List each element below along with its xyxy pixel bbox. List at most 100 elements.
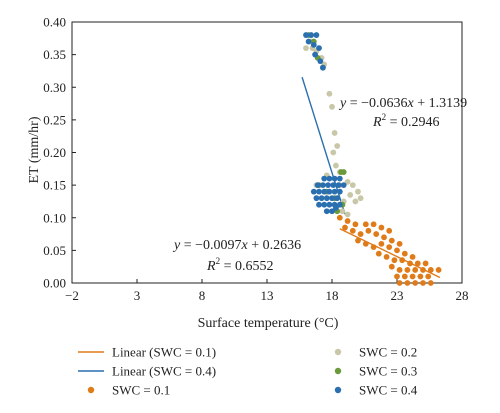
y-tick-label: 0.20 <box>43 145 66 160</box>
legend-label: SWC = 0.2 <box>359 345 417 360</box>
point-swc02 <box>357 195 364 202</box>
point-swc01 <box>355 237 361 244</box>
data-points <box>303 32 442 286</box>
point-swc02 <box>339 208 346 215</box>
point-swc04 <box>334 195 341 202</box>
y-tick-label: 0.40 <box>43 15 66 30</box>
point-swc01 <box>414 260 421 267</box>
point-swc04 <box>310 41 317 48</box>
point-swc04 <box>326 175 333 182</box>
x-axis-label: Surface temperature (°C) <box>198 316 339 331</box>
x-tick-label: 13 <box>261 288 274 303</box>
x-tick-label: 18 <box>326 288 339 303</box>
point-swc04 <box>323 195 330 202</box>
x-tick-label: 8 <box>199 288 206 303</box>
x-tick-label: 23 <box>391 288 404 303</box>
y-tick-label: 0.00 <box>43 276 66 291</box>
point-swc04 <box>303 32 309 38</box>
point-swc01 <box>399 257 406 264</box>
point-swc04 <box>308 32 315 38</box>
point-swc02 <box>326 90 333 97</box>
y-tick-label: 0.30 <box>43 80 66 95</box>
point-swc01 <box>370 244 377 251</box>
point-swc04 <box>330 182 337 189</box>
point-swc02 <box>303 45 309 51</box>
point-swc01 <box>420 280 426 286</box>
y-tick-label: 0.25 <box>43 112 66 127</box>
point-swc04 <box>305 38 312 45</box>
point-swc01 <box>425 273 432 280</box>
point-swc02 <box>333 162 339 169</box>
point-swc04 <box>331 188 338 195</box>
point-swc01 <box>378 240 385 247</box>
point-swc01 <box>396 280 403 286</box>
x-tick-label: 28 <box>456 288 469 303</box>
legend-label: Linear (SWC = 0.4) <box>112 364 216 379</box>
legend-label: Linear (SWC = 0.1) <box>112 345 216 360</box>
point-swc01 <box>427 280 434 286</box>
point-swc04 <box>313 32 320 38</box>
point-swc02 <box>334 143 341 149</box>
point-swc01 <box>404 267 411 273</box>
point-swc01 <box>420 267 426 273</box>
point-swc01 <box>388 263 395 270</box>
x-tick-label: 3 <box>134 288 141 303</box>
point-swc01 <box>407 260 413 267</box>
point-swc01 <box>362 240 369 247</box>
point-swc01 <box>386 244 393 251</box>
point-swc01 <box>422 260 429 267</box>
legend-label: SWC = 0.4 <box>359 383 418 398</box>
point-swc02 <box>344 211 351 218</box>
point-swc04 <box>333 205 339 211</box>
point-swc01 <box>401 273 408 280</box>
point-swc03 <box>340 169 347 175</box>
point-swc04 <box>325 182 331 189</box>
point-swc04 <box>329 208 335 215</box>
y-axis-ticks: 0.00 0.05 0.10 0.15 0.20 0.25 0.30 0.35 0.40 <box>43 15 76 291</box>
legend-swatch-swc04 <box>334 386 342 394</box>
point-swc01 <box>352 221 359 228</box>
point-swc01 <box>357 231 364 237</box>
point-swc04 <box>314 182 321 189</box>
point-swc01 <box>401 250 408 257</box>
point-swc04 <box>317 58 324 65</box>
point-swc01 <box>435 267 442 273</box>
point-swc01 <box>417 273 424 280</box>
y-tick-label: 0.35 <box>43 47 66 62</box>
point-swc02 <box>331 130 338 136</box>
point-swc01 <box>396 267 403 273</box>
point-swc02 <box>329 103 335 110</box>
point-swc04 <box>316 201 322 208</box>
legend-swatch-swc02 <box>334 348 342 356</box>
y-tick-label: 0.05 <box>43 243 66 258</box>
point-swc01 <box>404 280 411 286</box>
x-axis-ticks: −2 3 8 13 18 23 28 <box>65 279 469 303</box>
legend: Linear (SWC = 0.1) SWC = 0.2 Linear (SWC =… <box>78 345 418 398</box>
point-swc01 <box>370 221 377 228</box>
point-swc02 <box>347 192 354 198</box>
point-swc01 <box>349 227 356 234</box>
point-swc02 <box>344 178 351 185</box>
legend-label: SWC = 0.1 <box>112 383 170 398</box>
point-swc01 <box>342 224 348 231</box>
point-swc04 <box>326 201 333 208</box>
point-swc01 <box>391 257 398 264</box>
point-swc01 <box>394 247 400 254</box>
point-swc01 <box>409 273 416 280</box>
point-swc01 <box>396 240 403 247</box>
point-swc02 <box>352 198 359 205</box>
point-swc04 <box>323 208 330 215</box>
point-swc04 <box>320 64 326 71</box>
point-swc01 <box>386 227 393 234</box>
point-swc01 <box>427 267 434 273</box>
point-swc04 <box>321 188 328 195</box>
point-swc04 <box>316 45 322 51</box>
point-swc01 <box>378 224 385 231</box>
point-swc01 <box>375 250 382 257</box>
point-swc04 <box>320 182 326 189</box>
point-swc01 <box>381 234 387 241</box>
point-swc04 <box>318 195 325 202</box>
point-swc04 <box>313 195 320 202</box>
point-swc04 <box>316 188 322 195</box>
